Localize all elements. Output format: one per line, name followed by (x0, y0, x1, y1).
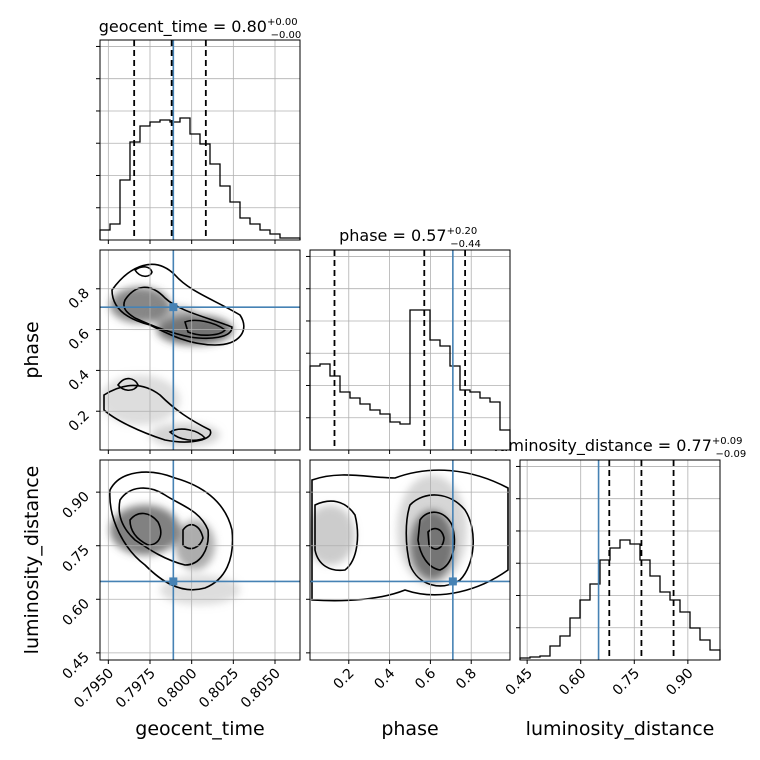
tick-label-x: 0.90 (663, 666, 696, 699)
frame (309, 459, 511, 661)
tick-label-x: 0.4 (371, 665, 398, 692)
frame (99, 459, 301, 661)
title-phase: phase = 0.57+0.20 −0.44 (339, 226, 481, 250)
tick-label-y: 0.6 (66, 326, 93, 353)
plot-area (520, 460, 720, 660)
tick-label-y: 0.45 (59, 649, 92, 682)
contours-luminosity-geocent (109, 471, 234, 591)
tick-label-y: 0.8 (66, 285, 93, 312)
tick-label-y: 0.75 (59, 542, 92, 575)
title-luminosity-distance: luminosity_distance = 0.77+0.09 −0.09 (494, 436, 746, 460)
density-luminosity-geocent (110, 505, 240, 605)
histogram-step (519, 539, 721, 660)
panel-phase-vs-geocent-time: 0.2 0.4 0.6 0.8 (66, 249, 301, 454)
truth-marker (169, 577, 178, 586)
tick-label-x: 0.8025 (196, 666, 242, 712)
frame (99, 39, 301, 241)
panel-hist-geocent-time (96, 39, 301, 244)
histogram-step (99, 117, 301, 240)
tick-label-y: 0.2 (66, 408, 93, 435)
tick-label-y: 0.4 (66, 367, 93, 394)
panel-luminosity-vs-phase: 0.2 0.4 0.6 0.8 (306, 459, 511, 693)
tick-label-x: 0.45 (503, 666, 536, 699)
ylabel-luminosity-distance: luminosity_distance (21, 466, 43, 655)
tick-label-x: 0.8000 (155, 666, 201, 712)
truth-marker (448, 577, 457, 586)
tick-label-x: 0.8050 (238, 666, 284, 712)
frame (519, 459, 721, 661)
ylabel-phase: phase (21, 321, 43, 378)
tick-label-y: 0.60 (59, 596, 92, 629)
xlabel-phase: phase (381, 718, 438, 740)
histogram-step (309, 309, 511, 450)
panel-hist-luminosity-distance: 0.45 0.60 0.75 0.90 (503, 459, 721, 699)
xlabel-luminosity-distance: luminosity_distance (526, 718, 715, 740)
tick-label-x: 0.6 (412, 665, 439, 692)
xlabel-geocent-time: geocent_time (135, 718, 264, 740)
tick-label-x: 0.60 (556, 666, 589, 699)
panel-luminosity-vs-geocent-time: 0.79500.79750.80000.80250.80500.450.600.… (59, 459, 301, 712)
truth-marker (169, 303, 178, 312)
tick-label-x: 0.8 (453, 666, 480, 693)
frame (309, 249, 511, 451)
title-geocent-time: geocent_time = 0.80+0.00 −0.00 (99, 17, 302, 41)
frame (99, 249, 301, 451)
tick-label-x: 0.2 (331, 666, 358, 693)
tick-label-y: 0.90 (59, 489, 92, 522)
contours-luminosity-phase (311, 469, 509, 602)
tick-label-x: 0.7975 (113, 666, 159, 712)
panel-hist-phase (306, 249, 511, 454)
tick-label-x: 0.75 (610, 666, 643, 699)
